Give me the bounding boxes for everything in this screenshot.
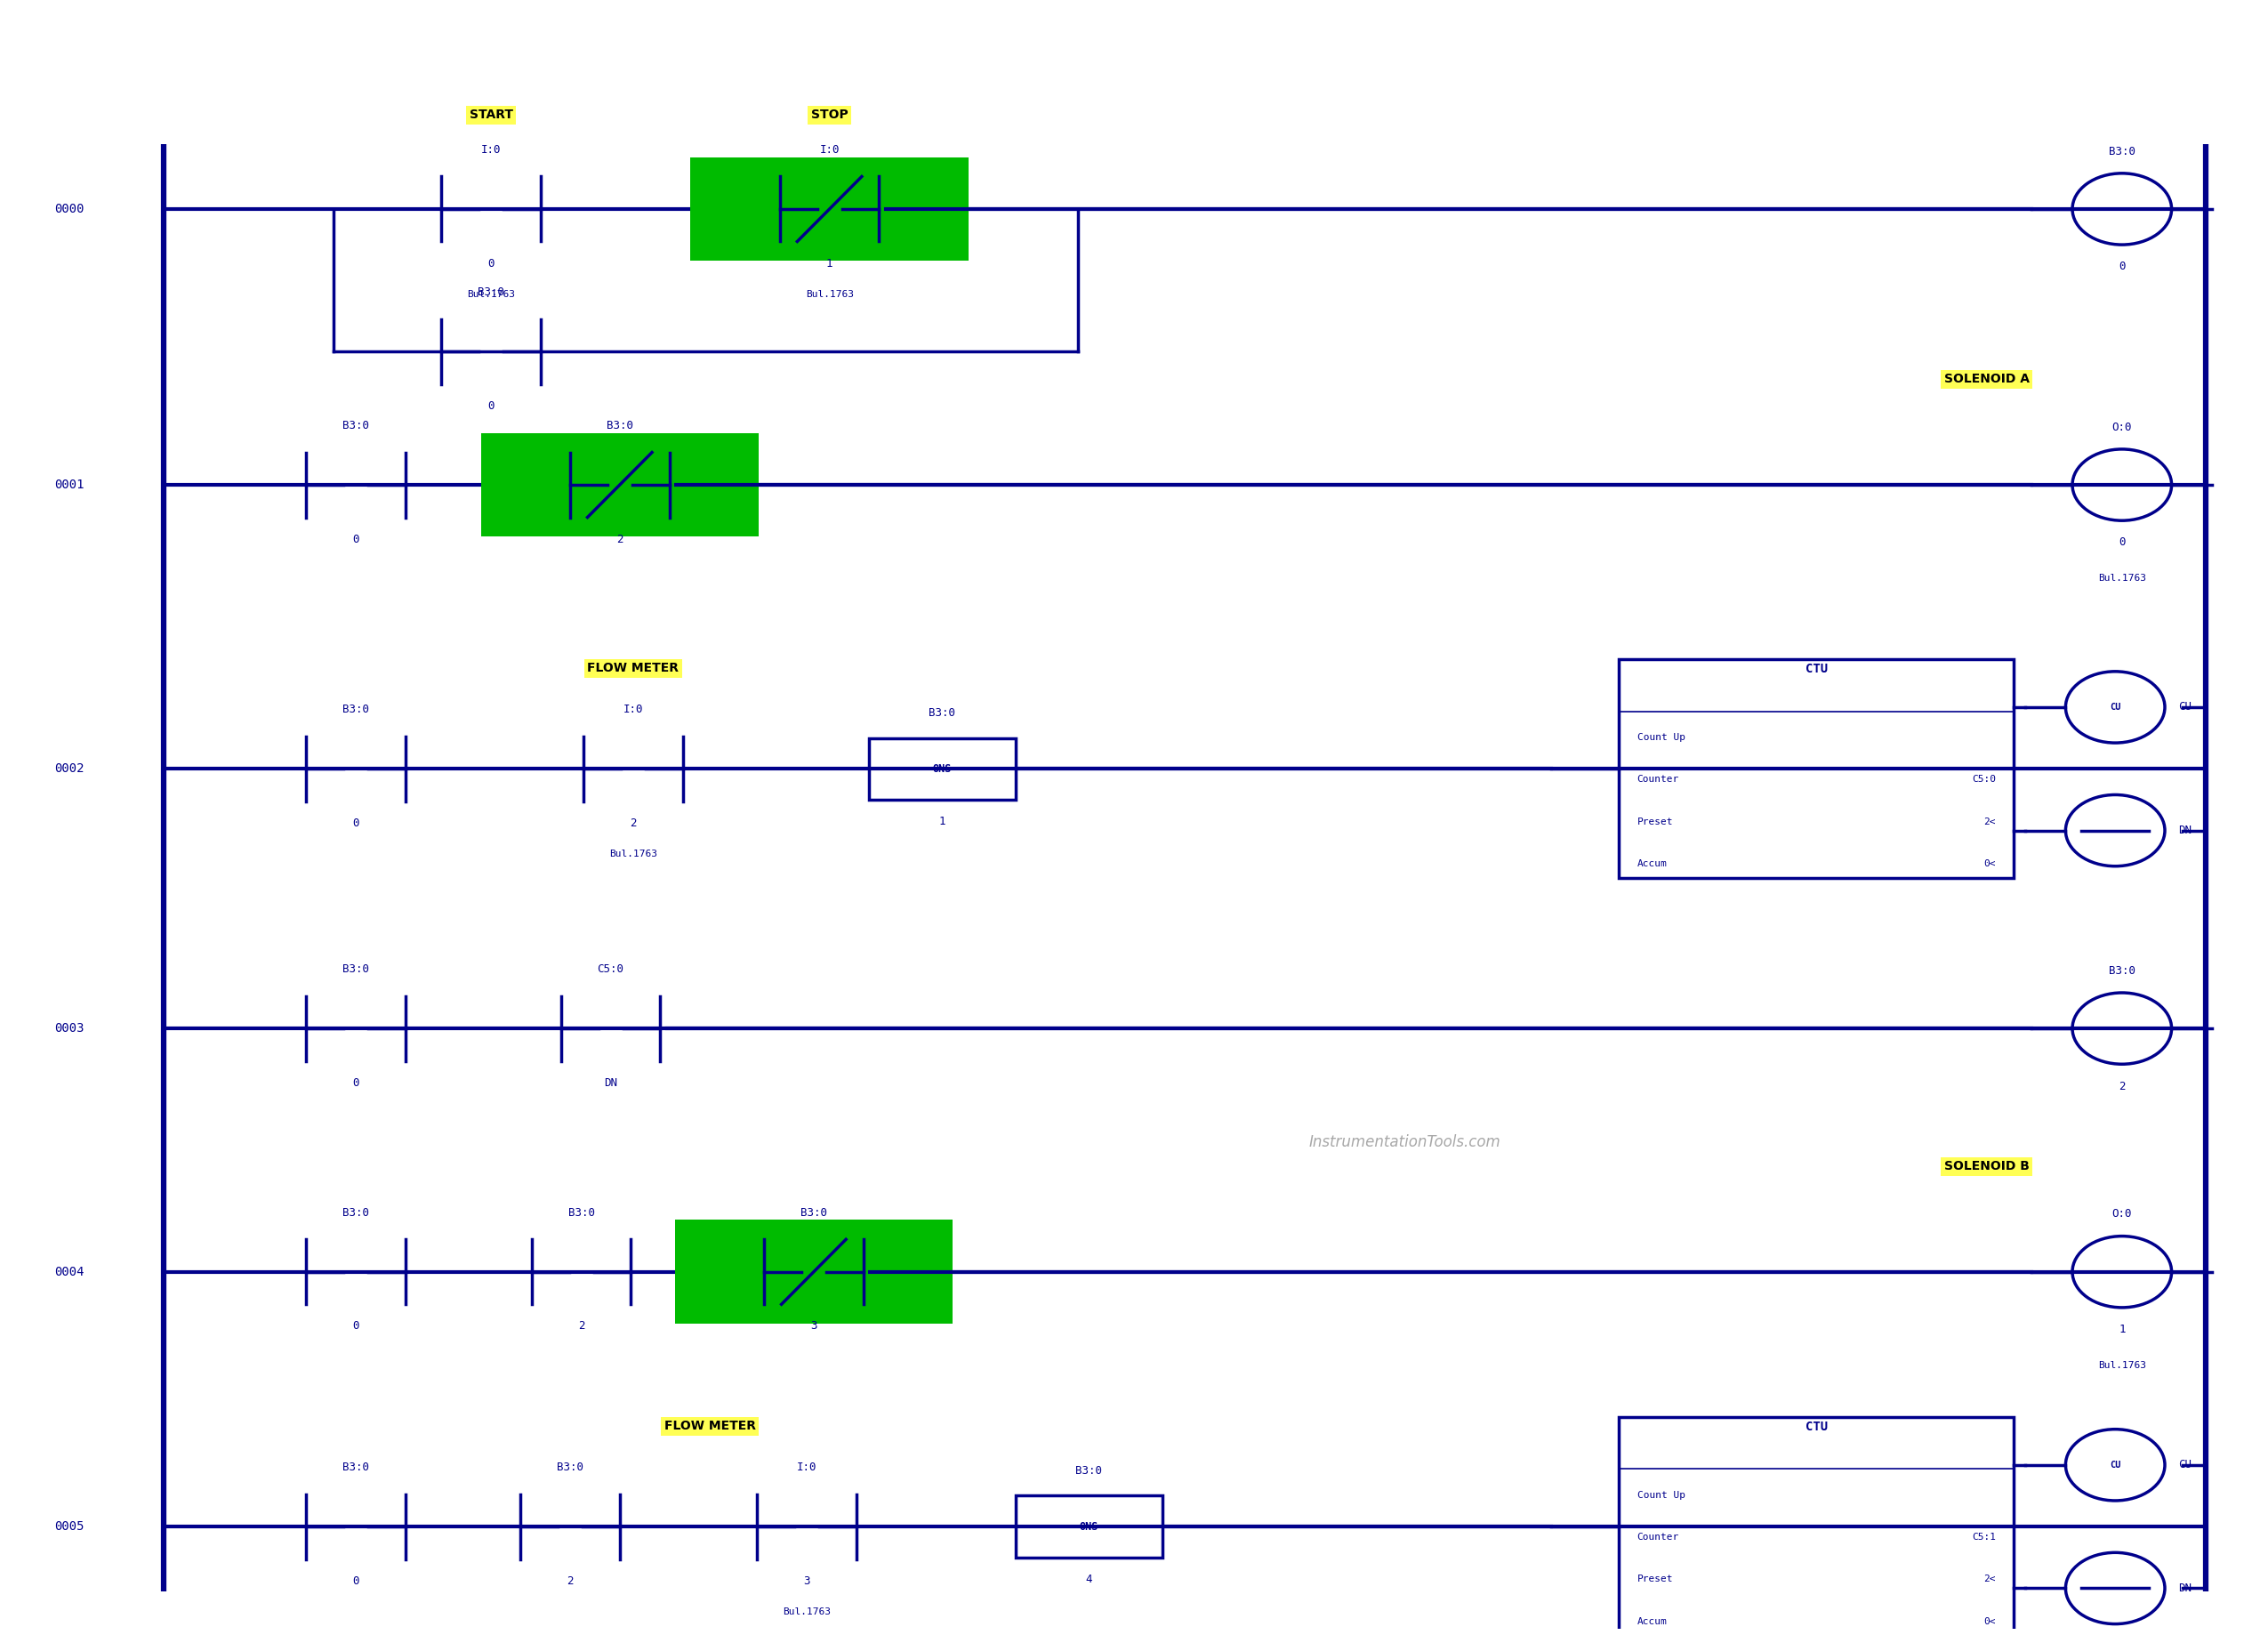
- Text: 2: 2: [617, 533, 624, 544]
- Bar: [1619, 1418, 2014, 1635]
- Text: Accum: Accum: [1637, 1617, 1667, 1625]
- Text: CU: CU: [2109, 1460, 2121, 1470]
- Text: Bul.1763: Bul.1763: [2098, 574, 2146, 584]
- Text: 0: 0: [352, 533, 358, 544]
- Text: B3:0: B3:0: [606, 420, 633, 432]
- Text: DN: DN: [2177, 824, 2191, 835]
- Bar: [689, 157, 968, 262]
- Text: I:0: I:0: [481, 144, 501, 155]
- Text: B3:0: B3:0: [567, 1207, 594, 1218]
- Text: 0: 0: [352, 1321, 358, 1333]
- Text: 0004: 0004: [54, 1265, 84, 1279]
- Text: 0005: 0005: [54, 1521, 84, 1534]
- Text: CU: CU: [2177, 1458, 2191, 1472]
- Text: 1: 1: [939, 816, 946, 827]
- Text: CU: CU: [2177, 701, 2191, 713]
- Text: Counter: Counter: [1637, 775, 1678, 783]
- Text: DN: DN: [2177, 1583, 2191, 1594]
- Text: CU: CU: [2109, 703, 2121, 711]
- Text: Preset: Preset: [1637, 1575, 1674, 1584]
- Text: B3:0: B3:0: [479, 286, 503, 298]
- Text: Preset: Preset: [1637, 818, 1674, 826]
- Text: 0: 0: [488, 258, 494, 270]
- Text: 2: 2: [631, 818, 637, 829]
- Text: 3: 3: [810, 1321, 816, 1333]
- Text: 0: 0: [2118, 262, 2125, 273]
- Text: DN: DN: [603, 1077, 617, 1089]
- Text: B3:0: B3:0: [342, 703, 370, 714]
- Text: I:0: I:0: [624, 703, 644, 714]
- Text: B3:0: B3:0: [1075, 1465, 1102, 1476]
- Text: 0: 0: [352, 1077, 358, 1089]
- Text: 0: 0: [488, 401, 494, 412]
- Text: 3: 3: [803, 1575, 810, 1588]
- Text: Counter: Counter: [1637, 1532, 1678, 1542]
- Text: 0: 0: [352, 1575, 358, 1588]
- Text: B3:0: B3:0: [2109, 146, 2134, 157]
- Text: SOLENOID A: SOLENOID A: [1944, 373, 2030, 386]
- Text: B3:0: B3:0: [342, 420, 370, 432]
- Text: B3:0: B3:0: [930, 706, 955, 718]
- Text: C5:1: C5:1: [1971, 1532, 1996, 1542]
- Bar: [1016, 1496, 1161, 1558]
- Text: 1: 1: [2118, 1324, 2125, 1336]
- Text: 2<: 2<: [1984, 818, 1996, 826]
- Text: InstrumentationTools.com: InstrumentationTools.com: [1309, 1135, 1501, 1149]
- Text: 0<: 0<: [1984, 1617, 1996, 1625]
- Bar: [481, 433, 760, 536]
- Text: Accum: Accum: [1637, 860, 1667, 868]
- Text: 0002: 0002: [54, 762, 84, 775]
- Text: B3:0: B3:0: [342, 963, 370, 974]
- Text: FLOW METER: FLOW METER: [665, 1419, 755, 1432]
- Text: 2: 2: [578, 1321, 585, 1333]
- Text: B3:0: B3:0: [556, 1462, 583, 1473]
- Text: C5:0: C5:0: [596, 963, 624, 974]
- Text: CTU: CTU: [1805, 1421, 1828, 1432]
- Text: B3:0: B3:0: [342, 1207, 370, 1218]
- Text: FLOW METER: FLOW METER: [587, 662, 678, 675]
- Text: ONS: ONS: [1080, 1521, 1098, 1532]
- Text: Count Up: Count Up: [1637, 732, 1685, 742]
- Text: 0001: 0001: [54, 479, 84, 490]
- Text: O:0: O:0: [2112, 422, 2132, 433]
- Text: Bul.1763: Bul.1763: [2098, 1360, 2146, 1370]
- Text: Bul.1763: Bul.1763: [782, 1607, 830, 1617]
- Text: 0: 0: [2118, 536, 2125, 548]
- Text: 0<: 0<: [1984, 860, 1996, 868]
- Text: Bul.1763: Bul.1763: [805, 289, 853, 299]
- Text: 0: 0: [352, 818, 358, 829]
- Text: CTU: CTU: [1805, 662, 1828, 675]
- Text: 2: 2: [2118, 1081, 2125, 1092]
- Text: STOP: STOP: [812, 108, 848, 121]
- Text: 2<: 2<: [1984, 1575, 1996, 1584]
- Text: I:0: I:0: [796, 1462, 816, 1473]
- Text: 4: 4: [1086, 1573, 1093, 1586]
- Text: B3:0: B3:0: [2109, 965, 2134, 976]
- Text: SOLENOID B: SOLENOID B: [1944, 1161, 2030, 1172]
- Bar: [869, 737, 1016, 800]
- Bar: [1619, 659, 2014, 878]
- Text: 0003: 0003: [54, 1022, 84, 1035]
- Text: START: START: [469, 108, 513, 121]
- Text: O:0: O:0: [2112, 1208, 2132, 1220]
- Text: I:0: I:0: [819, 144, 839, 155]
- Text: B3:0: B3:0: [801, 1207, 828, 1218]
- Text: 0000: 0000: [54, 203, 84, 216]
- Text: 2: 2: [567, 1575, 574, 1588]
- Bar: [676, 1220, 953, 1324]
- Text: Bul.1763: Bul.1763: [610, 850, 658, 858]
- Text: Bul.1763: Bul.1763: [467, 289, 515, 299]
- Text: C5:0: C5:0: [1971, 775, 1996, 783]
- Text: B3:0: B3:0: [342, 1462, 370, 1473]
- Text: Count Up: Count Up: [1637, 1491, 1685, 1499]
- Text: 1: 1: [826, 258, 832, 270]
- Text: ONS: ONS: [932, 764, 953, 775]
